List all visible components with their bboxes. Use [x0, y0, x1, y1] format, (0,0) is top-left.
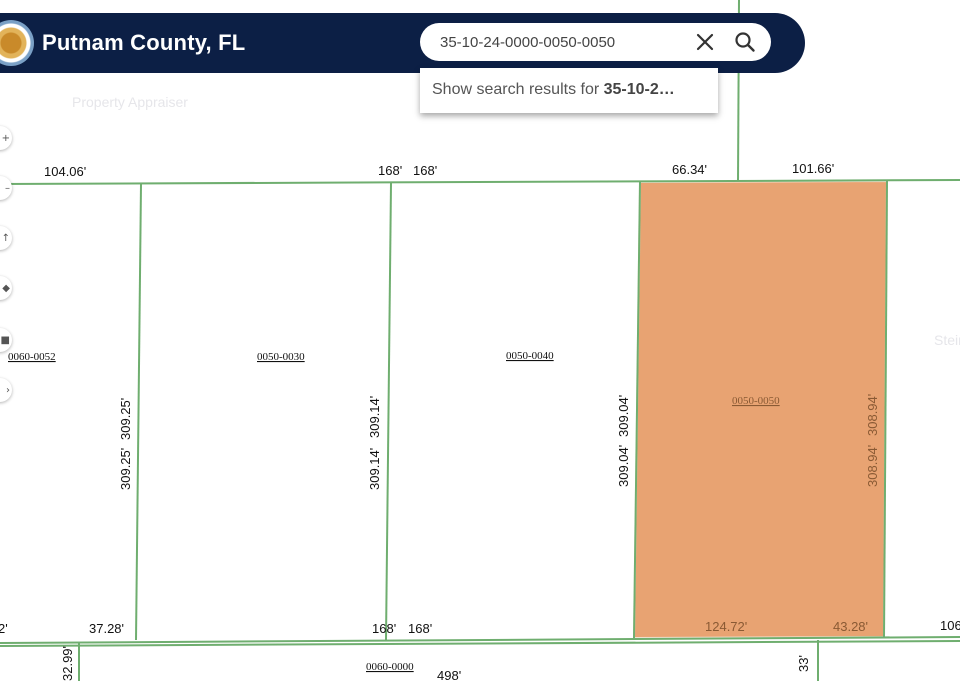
dimension-label: 168' — [413, 163, 437, 178]
dimension-label: 168' — [372, 621, 396, 636]
suggestion-prefix: Show search results for — [432, 81, 604, 98]
dimension-label: 43.28' — [833, 619, 868, 634]
line-v4 — [883, 180, 888, 638]
line-v1 — [135, 183, 142, 641]
line-lower — [0, 640, 960, 647]
dimension-label: 124.72' — [705, 619, 747, 634]
parcel-id-label[interactable]: 0060-0000 — [366, 661, 414, 673]
search-suggestion[interactable]: Show search results for 35-10-2… — [420, 68, 718, 113]
locate-button[interactable]: ◆ — [0, 276, 12, 300]
plus-icon: + — [1, 132, 10, 144]
dimension-label: 498' — [437, 668, 461, 681]
dimension-label: 32.99' — [60, 646, 75, 681]
dimension-label: 309.14' — [367, 396, 382, 438]
dimension-label: 308.94' — [865, 445, 880, 487]
line-top — [0, 179, 960, 185]
suggestion-query: 35-10-2… — [603, 81, 675, 98]
county-seal-icon[interactable] — [0, 20, 34, 66]
square-icon: ■ — [0, 334, 10, 346]
locate-icon: ◆ — [2, 282, 10, 294]
parcel-id-label[interactable]: 0050-0030 — [257, 351, 305, 363]
dimension-label: 168' — [378, 163, 402, 178]
line-bottom — [0, 636, 960, 644]
dimension-label: 106 — [940, 618, 960, 633]
dimension-label: 66.34' — [672, 162, 707, 177]
home-button[interactable]: ↑ — [0, 226, 12, 250]
edge-street-label: Stein — [934, 332, 960, 348]
layers-button[interactable]: ■ — [0, 328, 12, 352]
search-box — [420, 23, 771, 61]
dimension-label: 309.25' — [118, 448, 133, 490]
dimension-label: 309.14' — [367, 448, 382, 490]
close-icon[interactable] — [694, 31, 716, 53]
minus-icon: – — [5, 182, 10, 194]
search-icon[interactable] — [733, 30, 757, 54]
parcel-id-label[interactable]: 0050-0040 — [506, 350, 554, 362]
dimension-label: 2' — [0, 621, 8, 636]
dimension-label: 309.25' — [118, 398, 133, 440]
parcel-id-label-selected[interactable]: 0050-0050 — [732, 395, 780, 407]
zoom-out-button[interactable]: – — [0, 176, 12, 200]
dimension-label: 308.94' — [865, 394, 880, 436]
chevron-right-icon: › — [6, 384, 10, 396]
dimension-label: 309.04' — [616, 395, 631, 437]
dimension-label: 104.06' — [44, 164, 86, 179]
dimension-label: 309.04' — [616, 445, 631, 487]
map-subtitle-label: Property Appraiser — [72, 94, 188, 110]
measure-button[interactable]: › — [0, 378, 12, 402]
search-input[interactable] — [438, 29, 692, 55]
parcel-id-label[interactable]: 0060-0052 — [8, 351, 56, 363]
dimension-label: 101.66' — [792, 161, 834, 176]
app-title: Putnam County, FL — [42, 30, 246, 55]
dimension-label: 37.28' — [89, 621, 124, 636]
dimension-label: 33' — [796, 655, 811, 672]
line-v2 — [385, 182, 392, 641]
line-v3 — [633, 181, 641, 639]
zoom-in-button[interactable]: + — [0, 126, 12, 150]
dimension-label: 168' — [408, 621, 432, 636]
parcel-0050-0050-selected[interactable] — [632, 179, 889, 640]
arrow-up-icon: ↑ — [1, 232, 10, 244]
